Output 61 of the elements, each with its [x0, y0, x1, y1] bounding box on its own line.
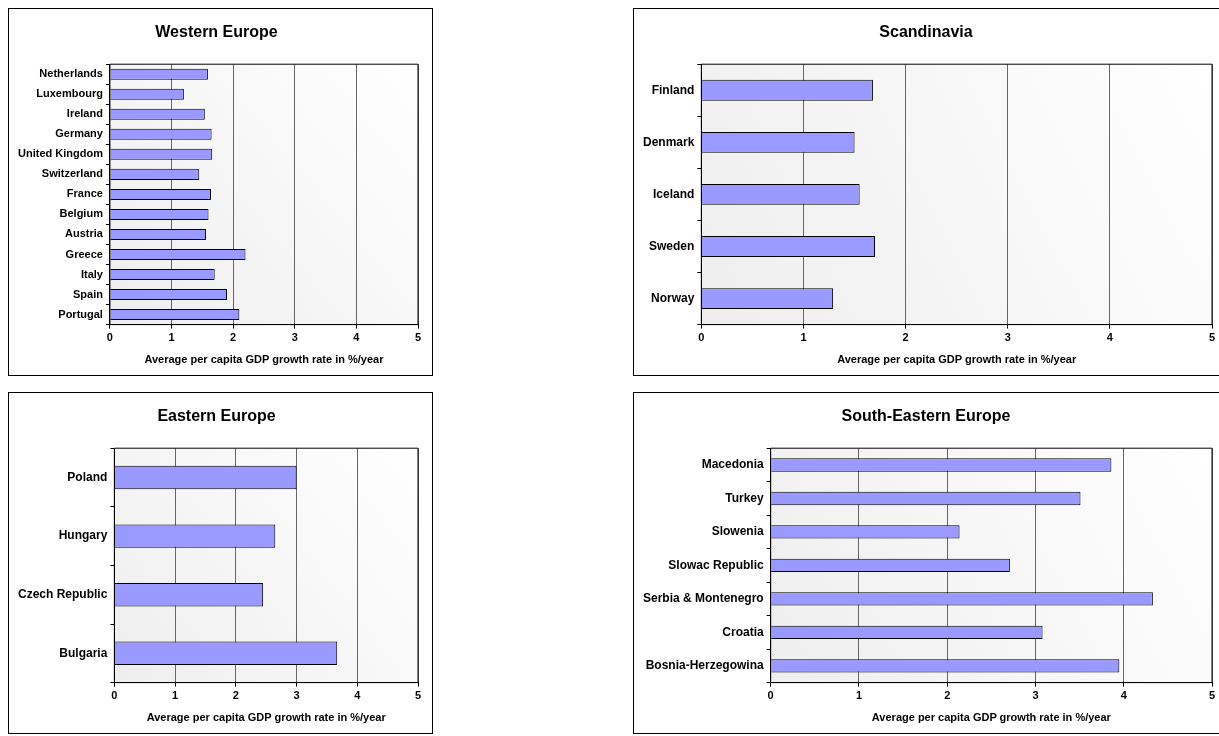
y-tick-label: Ireland: [66, 107, 103, 120]
y-tick-label: Spain: [72, 287, 104, 300]
y-tick-label: Italy: [80, 267, 104, 280]
x-axis-title: Average per capita GDP growth rate in %/year: [144, 353, 385, 366]
x-tick-label: 4: [1120, 689, 1128, 702]
y-tick-label: Germany: [55, 127, 104, 140]
y-tick-label: Croatia: [722, 624, 765, 639]
y-tick-label: France: [66, 187, 103, 200]
x-tick-label: 3: [293, 689, 300, 702]
x-tick-label: 1: [855, 689, 863, 702]
x-tick-label: 5: [1208, 689, 1216, 702]
x-axis-title: Average per capita GDP growth rate in %/year: [837, 353, 1077, 366]
x-tick-label: 0: [106, 331, 113, 344]
y-tick-label: Serbia & Montenegro: [642, 591, 764, 606]
y-tick-label: Portugal: [58, 307, 103, 320]
y-tick-label: Netherlands: [39, 67, 103, 80]
y-tick-label: Slowac Republic: [668, 557, 764, 572]
y-tick-label: Macedonia: [701, 457, 765, 472]
y-tick-label: Switzerland: [41, 167, 103, 180]
x-tick-label: 3: [291, 331, 298, 344]
x-tick-label: 4: [353, 331, 361, 344]
x-tick-label: 4: [354, 689, 362, 702]
x-tick-label: 0: [767, 689, 774, 702]
y-tick-label: Bosnia-Herzegowina: [645, 658, 764, 673]
y-tick-label: Austria: [65, 227, 104, 240]
y-tick-label: Sweden: [649, 238, 695, 253]
x-tick-label: 1: [800, 331, 807, 344]
chart-title: Western Europe: [155, 23, 278, 41]
y-tick-label: Luxembourg: [36, 87, 103, 100]
y-tick-label: Norway: [651, 290, 695, 305]
chart-title: Scandinavia: [879, 23, 973, 41]
x-tick-label: 2: [232, 689, 239, 702]
x-tick-label: 2: [944, 689, 951, 702]
x-tick-label: 5: [414, 689, 422, 702]
x-tick-label: 2: [230, 331, 237, 344]
y-tick-label: United Kingdom: [18, 147, 104, 160]
x-tick-label: 3: [1004, 331, 1011, 344]
x-tick-label: 2: [902, 331, 909, 344]
x-tick-label: 4: [1106, 331, 1114, 344]
x-axis-title: Average per capita GDP growth rate in %/year: [871, 711, 1112, 724]
x-tick-label: 0: [111, 689, 118, 702]
x-tick-label: 1: [168, 331, 175, 344]
y-tick-label: Bulgaria: [59, 645, 108, 660]
x-tick-label: 5: [1208, 331, 1216, 344]
chart-title: Eastern Europe: [157, 407, 276, 425]
y-tick-label: Turkey: [725, 490, 764, 505]
x-axis-title: Average per capita GDP growth rate in %/year: [146, 711, 387, 724]
y-tick-label: Denmark: [643, 134, 695, 149]
y-tick-label: Iceland: [653, 186, 695, 201]
y-tick-label: Hungary: [58, 528, 108, 543]
x-tick-label: 0: [698, 331, 705, 344]
y-tick-label: Finland: [651, 82, 695, 97]
x-tick-label: 1: [172, 689, 179, 702]
y-tick-label: Greece: [65, 247, 103, 260]
y-tick-label: Slowenia: [711, 524, 764, 539]
x-tick-label: 5: [414, 331, 422, 344]
y-tick-label: Poland: [67, 469, 108, 484]
chart-title: South-Eastern Europe: [841, 407, 1011, 425]
y-tick-label: Belgium: [59, 207, 104, 220]
y-tick-label: Czech Republic: [17, 587, 108, 602]
x-tick-label: 3: [1032, 689, 1039, 702]
